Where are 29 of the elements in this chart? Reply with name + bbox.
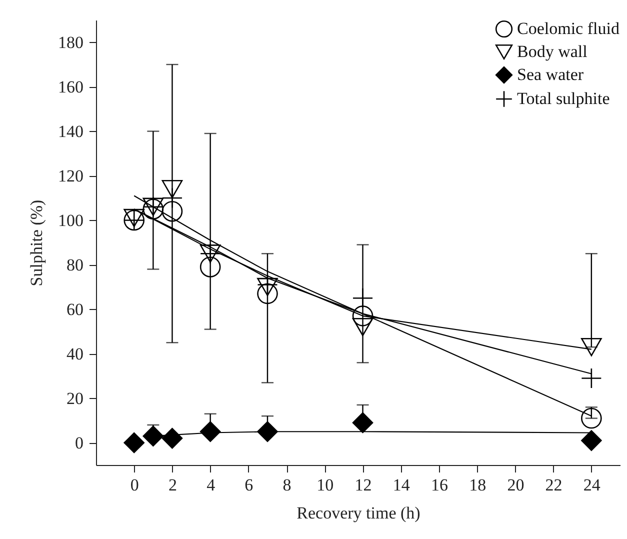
x-tick-label: 16 [430, 476, 448, 494]
y-tick-label: 20 [66, 388, 84, 408]
x-tick-label: 8 [282, 476, 292, 494]
y-tick-label: 180 [58, 32, 84, 52]
legend-label: Total sulphite [517, 89, 610, 108]
y-tick-label: 60 [66, 300, 84, 319]
legend-label: Coelomic fluid [517, 19, 620, 38]
y-tick-label: 80 [66, 255, 84, 274]
x-tick-label: 0 [130, 476, 139, 494]
x-tick-label: 2 [168, 476, 177, 494]
x-tick-label: 18 [469, 476, 486, 494]
x-tick-label: 20 [507, 476, 524, 494]
y-tick-label: 160 [58, 77, 84, 96]
x-tick-label: 4 [206, 476, 216, 494]
x-tick-label: 12 [354, 476, 372, 494]
x-tick-label: 14 [392, 476, 410, 494]
x-tick-label: 10 [316, 476, 334, 494]
legend-label: Sea water [517, 65, 584, 84]
y-tick-label: 100 [58, 210, 84, 230]
y-tick-label: 140 [58, 122, 84, 141]
y-tick-label: 120 [58, 166, 84, 186]
x-tick-label: 22 [545, 476, 562, 494]
x-tick-label: 6 [244, 476, 254, 494]
y-tick-label: 40 [66, 344, 84, 364]
x-axis-title: Recovery time (h) [296, 504, 420, 522]
x-tick-label: 24 [583, 476, 601, 494]
y-tick-label: 0 [75, 433, 84, 452]
y-axis-title: Sulphite (%) [27, 200, 46, 286]
legend-label: Body wall [517, 42, 588, 61]
